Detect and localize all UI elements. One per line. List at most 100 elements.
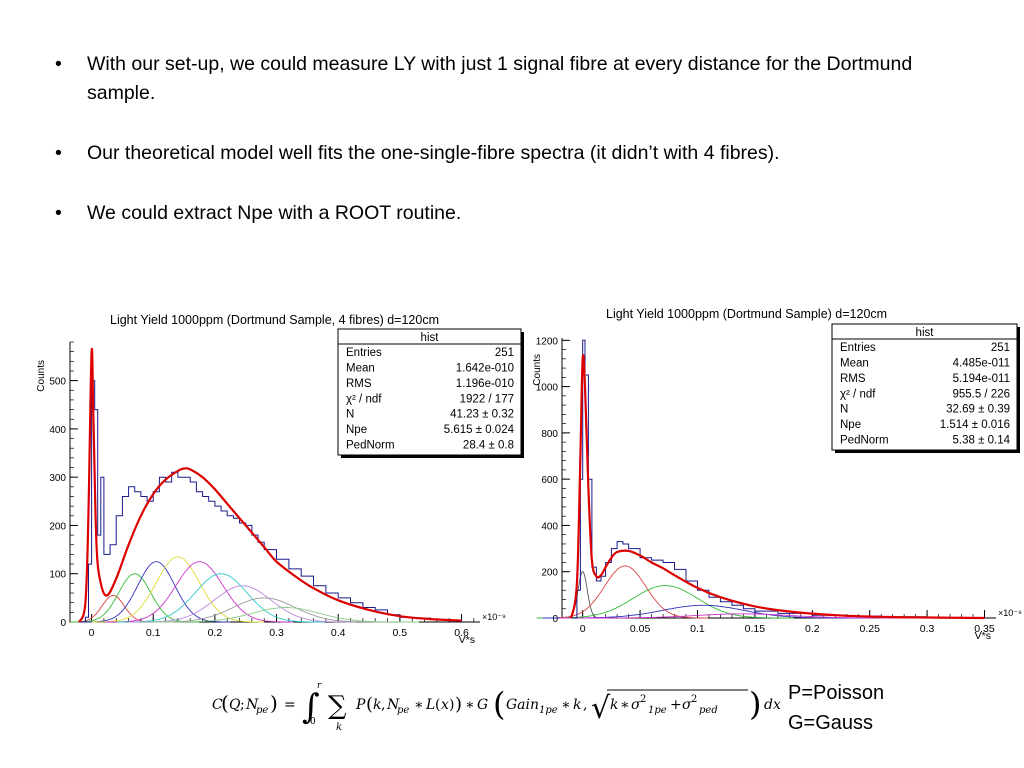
formula-upper: r: [317, 681, 322, 691]
stats-label: N: [346, 409, 354, 421]
fit-component-curve: [129, 585, 357, 623]
x-tick-label: 0.3: [269, 627, 284, 639]
formula-sub: pe: [256, 705, 268, 716]
y-tick-label: 600: [541, 475, 558, 486]
stats-box-shadow: [341, 455, 524, 458]
bullet-item: • We could extract Npe with a ROOT routin…: [52, 199, 982, 228]
stats-label: Npe: [840, 419, 861, 431]
formula-q: Q: [229, 697, 241, 713]
stats-label: Entries: [840, 342, 876, 354]
fit-component-curve: [70, 573, 199, 623]
x-tick-label: 0.3: [920, 623, 935, 635]
formula-sub: ped: [699, 705, 718, 716]
stats-box-shadow: [521, 332, 524, 458]
fit-total-curve: [570, 354, 985, 620]
x-tick-label: 0.2: [208, 627, 223, 639]
formula-g: G: [477, 697, 488, 713]
light-yield-formula: C ( Q ; N pe ) = ∫ r 0 ∑ k P ( k , N pe …: [212, 681, 781, 733]
formula-comma: ,: [381, 697, 385, 713]
x-tick-label: 0.25: [859, 623, 880, 635]
stats-label: χ² / ndf: [840, 388, 876, 400]
bullet-text: We could extract Npe with a ROOT routine…: [87, 202, 462, 224]
chart-title: Light Yield 1000ppm (Dortmund Sample, 4 …: [110, 313, 439, 327]
fit-component-curve: [91, 556, 265, 623]
formula-paren: ): [455, 694, 462, 715]
x-tick-label: 0.5: [393, 627, 408, 639]
stats-box-title: hist: [916, 327, 935, 339]
formula-paren: ): [270, 691, 278, 715]
y-tick-label: 1200: [536, 336, 559, 347]
stats-label: Npe: [346, 424, 367, 436]
x-tick-label: 0.4: [331, 627, 346, 639]
x-tick-label: 0.1: [690, 623, 705, 635]
stats-box: [337, 328, 522, 456]
formula-k: k: [610, 697, 618, 713]
formula-lower: 0: [310, 717, 316, 727]
formula-eq: =: [284, 697, 296, 713]
y-tick-label: 0: [60, 618, 66, 629]
formula-star: ∗: [465, 697, 475, 713]
formula-semicolon: ;: [240, 697, 245, 713]
y-axis-label: Counts: [532, 354, 543, 386]
formula-star: ∗: [561, 697, 571, 713]
y-tick-label: 200: [541, 568, 558, 579]
fit-component-curve: [105, 561, 294, 623]
x-axis-label: V*s: [459, 634, 475, 646]
x-exponent-label: ×10⁻⁹: [998, 608, 1022, 618]
formula-npe: N: [245, 697, 259, 713]
fit-component-curve: [152, 607, 419, 623]
formula-sigma: σ: [631, 697, 641, 713]
y-tick-label: 1000: [536, 383, 559, 394]
stats-value: 955.5 / 226: [952, 388, 1010, 400]
stats-value: 1.514 ± 0.016: [940, 419, 1010, 431]
stats-label: N: [840, 404, 848, 416]
gauss-label: G=Gauss: [788, 712, 874, 734]
fit-component-curve: [117, 573, 325, 623]
x-exponent-label: ×10⁻⁹: [482, 612, 506, 622]
x-tick-label: 0.6: [454, 627, 469, 639]
formula-dx: dx: [764, 697, 781, 713]
stats-box-title: hist: [421, 332, 440, 344]
histogram-series: [79, 380, 462, 623]
x-axis-label: V*s: [975, 630, 991, 642]
stats-value: 5.194e-011: [953, 373, 1010, 385]
chart-single-fibre: Light Yield 1000ppm (Dortmund Sample) d=…: [532, 307, 1022, 642]
formula-k: k: [373, 697, 381, 713]
x-tick-label: 0.2: [805, 623, 820, 635]
chart-4-fibres: Light Yield 1000ppm (Dortmund Sample, 4 …: [36, 313, 524, 646]
stats-value: 28.4 ± 0.8: [463, 440, 514, 452]
x-tick-label: 0: [89, 627, 95, 639]
y-tick-label: 200: [49, 521, 66, 532]
fit-component-curve: [82, 561, 231, 623]
y-tick-label: 100: [49, 570, 66, 581]
y-axis-label: Counts: [36, 360, 47, 392]
stats-label: RMS: [840, 373, 866, 385]
stats-label: RMS: [346, 378, 372, 390]
chart-title: Light Yield 1000ppm (Dortmund Sample) d=…: [606, 307, 887, 321]
formula-sup: 2: [691, 694, 697, 705]
formula-k: k: [573, 697, 581, 713]
formula-sub: 1pe: [648, 705, 667, 716]
formula-integral: ∫: [302, 687, 320, 727]
stats-value: 4.485e-011: [953, 357, 1010, 369]
x-tick-label: 0.15: [745, 623, 766, 635]
bullet-dot: •: [55, 202, 62, 224]
bullet-dot: •: [55, 53, 62, 75]
formula-paren: ): [449, 697, 454, 713]
x-tick-label: 0: [580, 623, 586, 635]
bullet-text: With our set-up, we could measure LY wit…: [87, 53, 913, 104]
fit-component-curve: [140, 597, 388, 623]
stats-box-shadow: [835, 450, 1020, 453]
y-tick-label: 400: [541, 521, 558, 532]
bullet-text: Our theoretical model well fits the one-…: [87, 142, 780, 164]
bullet-dot: •: [55, 142, 62, 164]
stats-value: 5.38 ± 0.14: [953, 435, 1011, 447]
stats-box-shadow: [1017, 327, 1020, 453]
formula-sub: pe: [397, 705, 409, 716]
formula-paren: (: [493, 685, 505, 723]
formula-comma: ,: [583, 697, 587, 713]
stats-value: 251: [495, 347, 514, 359]
bullet-item: • Our theoretical model well fits the one…: [52, 139, 982, 168]
stats-label: χ² / ndf: [346, 393, 382, 405]
stats-value: 5.615 ± 0.024: [444, 424, 515, 436]
